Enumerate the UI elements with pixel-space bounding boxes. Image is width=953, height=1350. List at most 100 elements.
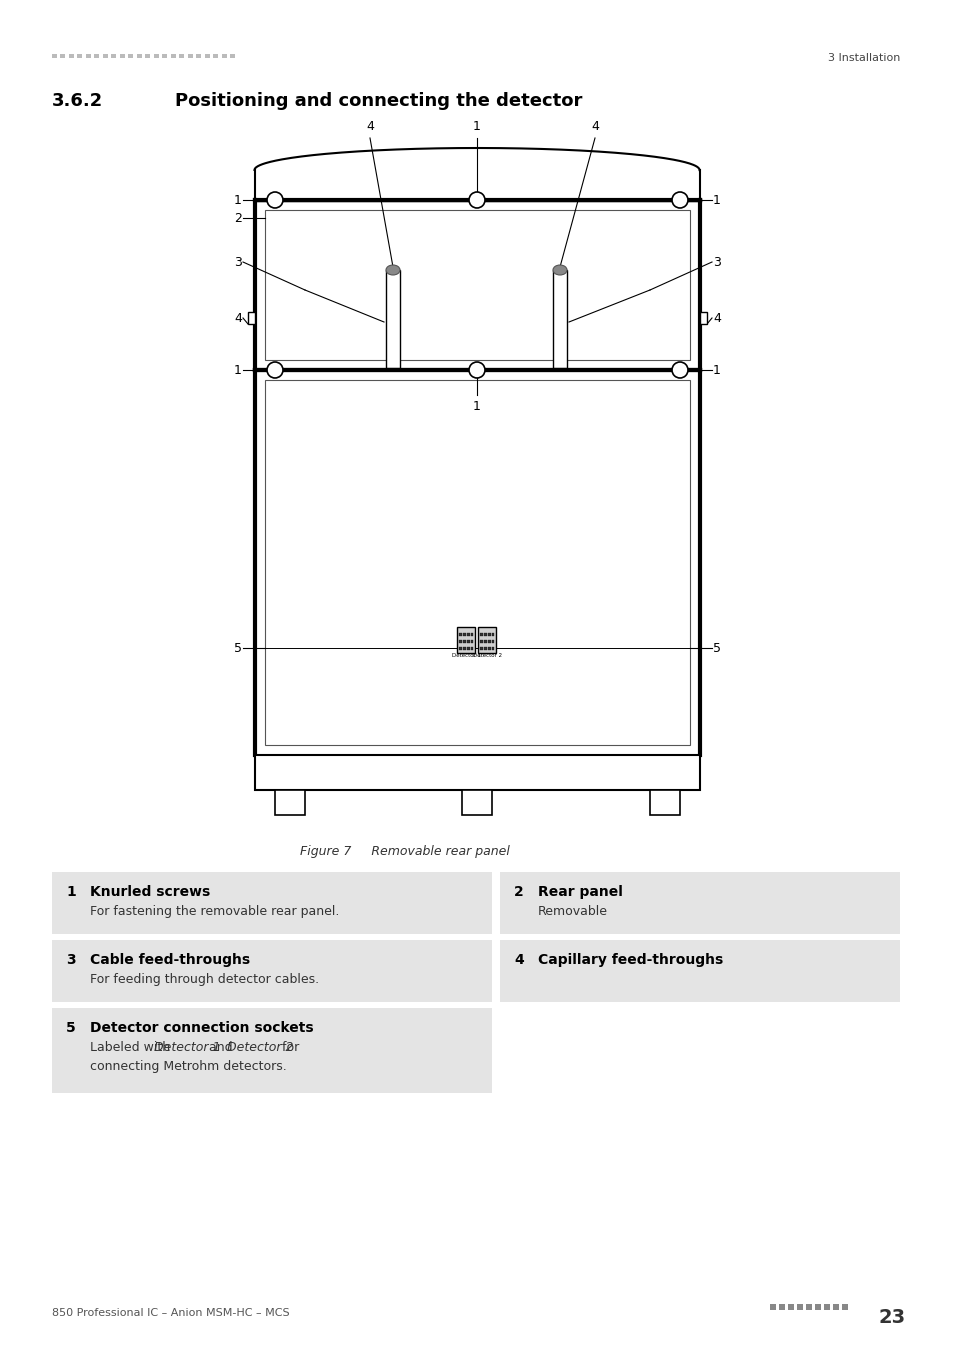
Text: and: and (205, 1041, 236, 1054)
Bar (457, 626, 475, 653)
Text: for: for (277, 1041, 299, 1054)
Bar (471, 647, 473, 649)
Bar (120, 54, 125, 58)
Text: Figure 7     Removable rear panel: Figure 7 Removable rear panel (299, 845, 509, 859)
Text: Labeled with: Labeled with (90, 1041, 174, 1054)
Text: 1: 1 (712, 193, 720, 207)
Circle shape (469, 362, 484, 378)
Bar (492, 633, 494, 636)
Bar (153, 54, 159, 58)
Bar (386, 270, 399, 369)
Circle shape (671, 192, 687, 208)
Bar (467, 633, 469, 636)
Bar (179, 54, 184, 58)
Bar (467, 640, 469, 643)
Bar (77, 54, 82, 58)
Bar (459, 647, 461, 649)
Text: Detector 2: Detector 2 (227, 1041, 294, 1054)
Bar (265, 211, 689, 360)
Bar (461, 790, 492, 815)
Bar (112, 54, 116, 58)
Text: 3.6.2: 3.6.2 (52, 92, 103, 109)
Bar (205, 54, 210, 58)
Ellipse shape (386, 265, 399, 275)
Bar (832, 1304, 838, 1310)
Bar (700, 312, 706, 324)
Bar (196, 54, 201, 58)
Text: 3: 3 (66, 953, 75, 967)
Text: 3: 3 (233, 255, 242, 269)
Bar (471, 633, 473, 636)
Text: For feeding through detector cables.: For feeding through detector cables. (90, 973, 319, 985)
Bar (248, 312, 254, 324)
Bar (488, 640, 490, 643)
Text: 5: 5 (233, 641, 242, 655)
Text: 1: 1 (233, 363, 242, 377)
Text: 4: 4 (591, 120, 598, 134)
Text: connecting Metrohm detectors.: connecting Metrohm detectors. (90, 1060, 287, 1073)
Text: 850 Professional IC – Anion MSM-HC – MCS: 850 Professional IC – Anion MSM-HC – MCS (52, 1308, 290, 1318)
Text: 2: 2 (514, 886, 523, 899)
Bar (492, 647, 494, 649)
Text: Detector connection sockets: Detector connection sockets (90, 1021, 314, 1035)
Polygon shape (254, 148, 700, 200)
Bar (471, 640, 473, 643)
Bar (69, 54, 74, 58)
Bar (779, 1304, 784, 1310)
Bar (129, 54, 133, 58)
Text: 1: 1 (473, 400, 480, 413)
Bar (146, 54, 151, 58)
Text: Capillary feed-throughs: Capillary feed-throughs (537, 953, 722, 967)
Text: 5: 5 (66, 1021, 75, 1035)
Bar (94, 54, 99, 58)
Bar (52, 940, 492, 1002)
Bar (823, 1304, 829, 1310)
Bar (86, 54, 91, 58)
Bar (459, 640, 461, 643)
Text: Removable: Removable (537, 904, 607, 918)
Text: Detector 2: Detector 2 (473, 653, 501, 657)
Bar (188, 54, 193, 58)
Bar (274, 790, 305, 815)
Bar (499, 872, 899, 934)
Bar (796, 1304, 802, 1310)
Text: Positioning and connecting the detector: Positioning and connecting the detector (174, 92, 581, 109)
Bar (499, 940, 899, 1002)
Bar (463, 647, 465, 649)
Text: 4: 4 (514, 953, 523, 967)
Bar (213, 54, 218, 58)
Bar (265, 379, 689, 745)
Text: 3: 3 (712, 255, 720, 269)
Bar (787, 1304, 793, 1310)
Bar (52, 1008, 492, 1094)
Bar (459, 633, 461, 636)
Bar (484, 640, 486, 643)
Circle shape (267, 192, 283, 208)
Bar (841, 1304, 847, 1310)
Bar (254, 755, 700, 790)
Bar (463, 640, 465, 643)
Bar (171, 54, 175, 58)
Bar (649, 790, 679, 815)
Bar (137, 54, 142, 58)
Text: For fastening the removable rear panel.: For fastening the removable rear panel. (90, 904, 339, 918)
Bar (480, 647, 482, 649)
Bar (103, 54, 108, 58)
Bar (52, 54, 57, 58)
Bar (480, 640, 482, 643)
Bar (463, 633, 465, 636)
Bar (162, 54, 168, 58)
Text: Rear panel: Rear panel (537, 886, 622, 899)
Ellipse shape (553, 265, 566, 275)
Circle shape (671, 362, 687, 378)
Text: Knurled screws: Knurled screws (90, 886, 210, 899)
Text: 4: 4 (233, 312, 242, 324)
Bar (769, 1304, 775, 1310)
Bar (805, 1304, 811, 1310)
Bar (484, 647, 486, 649)
Text: Detector 1: Detector 1 (153, 1041, 220, 1054)
Bar (492, 640, 494, 643)
Circle shape (469, 192, 484, 208)
Text: 1: 1 (712, 363, 720, 377)
Bar (60, 54, 66, 58)
